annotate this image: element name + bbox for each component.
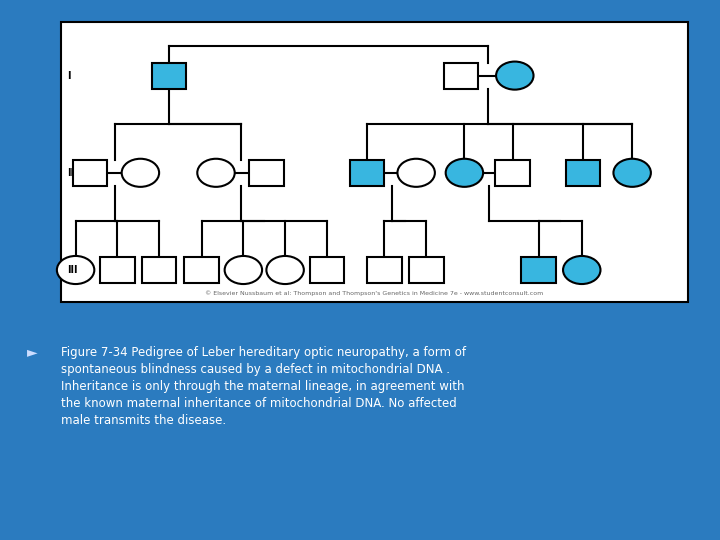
Ellipse shape — [122, 159, 159, 187]
Bar — [310, 257, 344, 283]
Bar — [409, 257, 444, 283]
Text: I: I — [67, 71, 71, 80]
Bar — [444, 63, 478, 89]
Ellipse shape — [197, 159, 235, 187]
Text: III: III — [67, 265, 78, 275]
Bar — [100, 257, 135, 283]
Ellipse shape — [225, 256, 262, 284]
Bar — [521, 257, 556, 283]
Bar — [566, 160, 600, 186]
Ellipse shape — [563, 256, 600, 284]
Bar — [367, 257, 402, 283]
Bar — [184, 257, 219, 283]
Ellipse shape — [446, 159, 483, 187]
Text: Figure 7-34 Pedigree of Leber hereditary optic neuropathy, a form of
spontaneous: Figure 7-34 Pedigree of Leber hereditary… — [61, 346, 467, 427]
Bar — [152, 63, 186, 89]
Text: © Elsevier Nussbaum et al: Thompson and Thompson's Genetics in Medicine 7e - www: © Elsevier Nussbaum et al: Thompson and … — [205, 291, 544, 296]
Ellipse shape — [57, 256, 94, 284]
Bar — [73, 160, 107, 186]
Bar — [350, 160, 384, 186]
Ellipse shape — [266, 256, 304, 284]
Bar — [249, 160, 284, 186]
Bar — [142, 257, 176, 283]
Bar — [495, 160, 530, 186]
Text: ►: ► — [27, 346, 37, 360]
Text: II: II — [67, 168, 74, 178]
Ellipse shape — [496, 62, 534, 90]
Bar — [61, 22, 688, 302]
Ellipse shape — [613, 159, 651, 187]
Ellipse shape — [397, 159, 435, 187]
